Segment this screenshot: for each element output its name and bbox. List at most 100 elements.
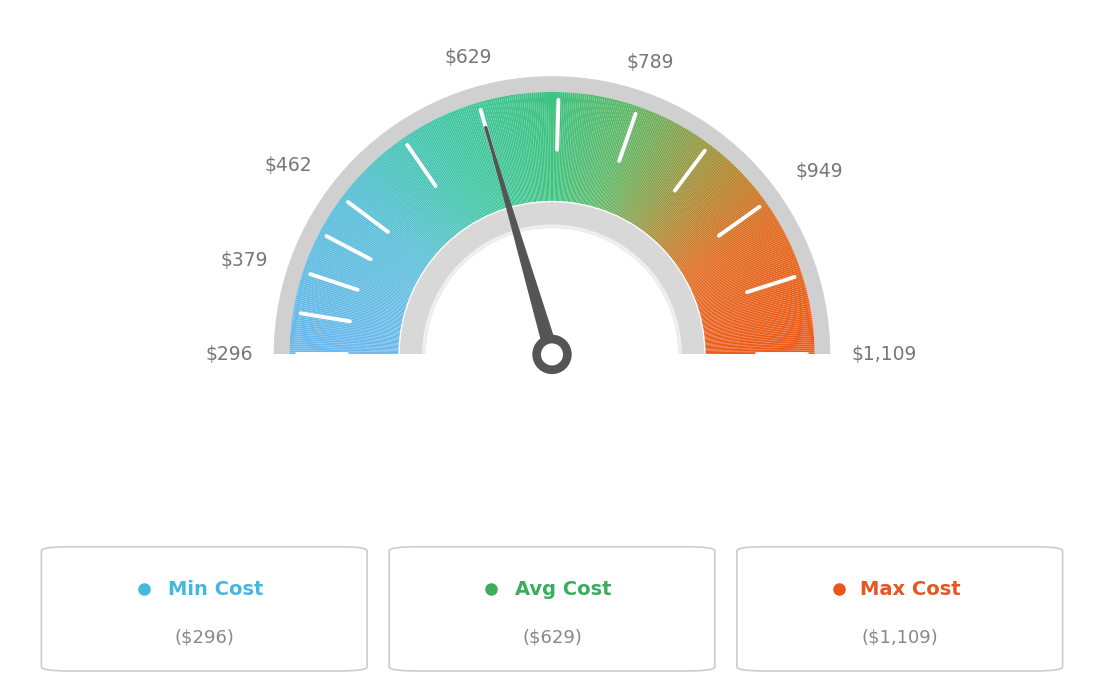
Wedge shape (677, 204, 768, 268)
Wedge shape (319, 232, 417, 284)
Wedge shape (698, 279, 804, 312)
Wedge shape (305, 264, 410, 303)
Wedge shape (318, 233, 417, 285)
Wedge shape (679, 208, 772, 270)
Wedge shape (467, 106, 503, 210)
Wedge shape (622, 121, 673, 219)
Wedge shape (597, 104, 631, 209)
Wedge shape (526, 93, 538, 203)
Wedge shape (489, 99, 517, 206)
Wedge shape (583, 97, 607, 206)
Wedge shape (372, 161, 448, 244)
Wedge shape (669, 187, 755, 258)
Wedge shape (666, 179, 749, 254)
Wedge shape (296, 297, 403, 322)
Wedge shape (295, 302, 403, 325)
Wedge shape (696, 269, 802, 306)
Wedge shape (457, 109, 498, 213)
Wedge shape (607, 110, 649, 213)
Wedge shape (659, 168, 737, 247)
Wedge shape (312, 246, 413, 293)
Text: $629: $629 (445, 48, 492, 67)
Wedge shape (666, 181, 751, 255)
Wedge shape (699, 283, 805, 314)
Wedge shape (623, 121, 675, 220)
Wedge shape (703, 317, 813, 334)
Wedge shape (676, 201, 767, 267)
Wedge shape (575, 95, 593, 204)
Wedge shape (406, 135, 468, 228)
Wedge shape (473, 104, 507, 209)
Wedge shape (301, 273, 407, 308)
Wedge shape (634, 132, 694, 226)
Wedge shape (521, 93, 535, 204)
Wedge shape (490, 99, 518, 206)
Wedge shape (299, 283, 405, 314)
Wedge shape (704, 351, 815, 353)
Wedge shape (584, 98, 609, 206)
Text: $789: $789 (626, 52, 673, 72)
Wedge shape (403, 137, 466, 229)
Wedge shape (585, 98, 612, 206)
Wedge shape (431, 121, 482, 219)
Wedge shape (342, 195, 431, 263)
Wedge shape (446, 113, 491, 215)
Wedge shape (641, 142, 708, 232)
Wedge shape (703, 326, 814, 339)
Wedge shape (471, 104, 506, 210)
Text: ($296): ($296) (174, 629, 234, 647)
Wedge shape (400, 202, 704, 355)
Wedge shape (343, 193, 432, 262)
Wedge shape (307, 258, 411, 299)
Text: $296: $296 (205, 345, 253, 364)
Wedge shape (302, 269, 408, 306)
Wedge shape (424, 124, 479, 221)
Wedge shape (321, 228, 418, 282)
Wedge shape (291, 317, 401, 334)
Wedge shape (679, 210, 773, 272)
Wedge shape (479, 101, 511, 208)
Wedge shape (702, 309, 811, 329)
Wedge shape (553, 92, 556, 202)
Wedge shape (329, 214, 424, 274)
Wedge shape (380, 155, 453, 239)
Wedge shape (677, 205, 769, 269)
Wedge shape (558, 92, 564, 202)
Wedge shape (701, 297, 808, 322)
Wedge shape (469, 105, 505, 210)
Wedge shape (316, 239, 415, 288)
Wedge shape (335, 205, 427, 269)
Wedge shape (660, 169, 739, 248)
Wedge shape (656, 163, 733, 244)
Wedge shape (559, 92, 566, 202)
Wedge shape (274, 76, 830, 355)
Wedge shape (692, 250, 794, 295)
Wedge shape (368, 166, 446, 246)
Wedge shape (330, 212, 424, 273)
Wedge shape (306, 262, 410, 302)
Wedge shape (694, 262, 798, 302)
Wedge shape (346, 190, 433, 260)
Wedge shape (688, 237, 788, 288)
Wedge shape (459, 108, 499, 212)
Wedge shape (640, 141, 707, 231)
Wedge shape (648, 151, 720, 237)
Wedge shape (593, 101, 625, 208)
Wedge shape (401, 139, 466, 230)
Wedge shape (495, 98, 520, 206)
Wedge shape (686, 228, 783, 282)
Wedge shape (605, 108, 645, 212)
Wedge shape (433, 119, 484, 219)
Wedge shape (297, 289, 404, 317)
Wedge shape (388, 148, 458, 235)
Wedge shape (383, 152, 455, 238)
Wedge shape (594, 102, 627, 208)
Wedge shape (700, 293, 808, 320)
Wedge shape (384, 151, 456, 237)
Wedge shape (581, 97, 603, 205)
Wedge shape (704, 334, 814, 344)
Wedge shape (704, 342, 815, 348)
Wedge shape (391, 146, 459, 234)
Wedge shape (612, 112, 656, 215)
Wedge shape (704, 336, 814, 345)
